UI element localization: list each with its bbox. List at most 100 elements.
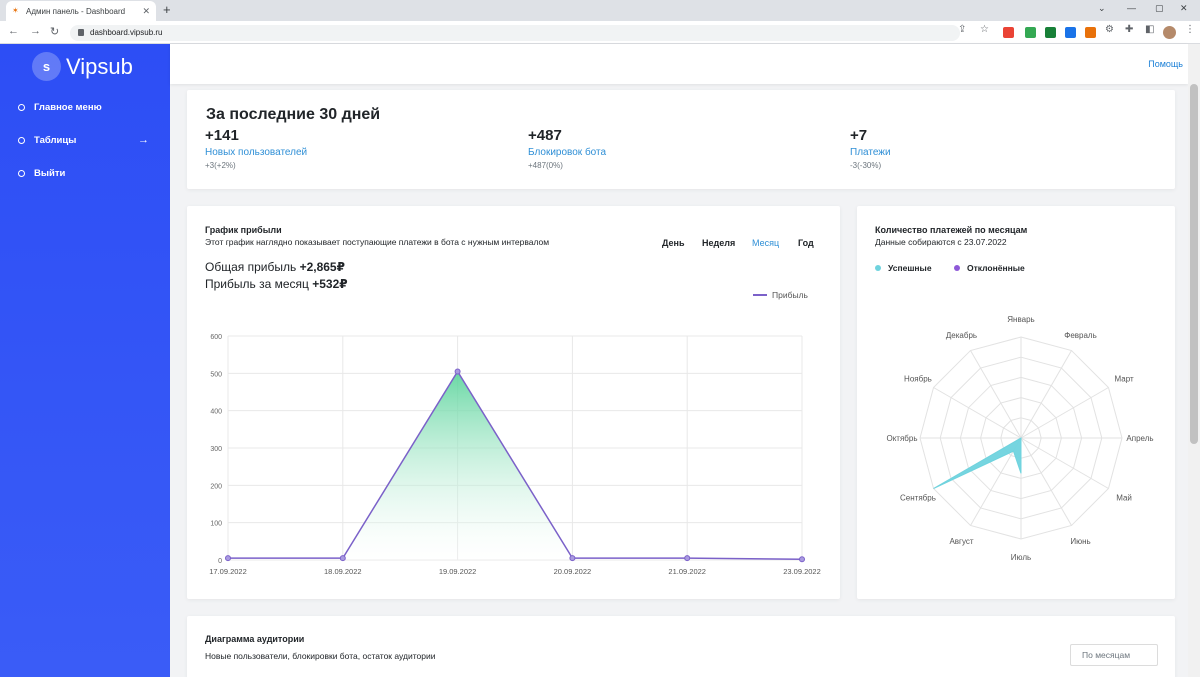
back-icon[interactable]: ← xyxy=(8,25,19,37)
logo[interactable]: s Vipsub xyxy=(32,52,133,81)
browser-tab-bar: ✶ Админ панель - Dashboard ✕ + ⌄ — ▢ ✕ xyxy=(0,0,1200,21)
total-profit-label: Общая прибыль xyxy=(205,260,297,274)
logo-mark: s xyxy=(32,52,61,81)
page-scrollbar[interactable] xyxy=(1188,44,1200,677)
y-tick-label: 600 xyxy=(210,334,222,341)
legend-declined[interactable]: Отклонённые xyxy=(954,263,1025,273)
y-tick-label: 300 xyxy=(210,446,222,453)
maximize-icon[interactable]: ▢ xyxy=(1155,3,1164,13)
extension-icon[interactable] xyxy=(1065,27,1076,38)
y-tick-label: 100 xyxy=(210,521,222,528)
sidebar-item-tables[interactable]: Таблицы → xyxy=(18,130,153,150)
stats-card: За последние 30 дней +141 Новых пользова… xyxy=(187,90,1175,189)
reload-icon[interactable]: ↻ xyxy=(50,26,60,38)
radar-spoke xyxy=(1020,437,1072,526)
radar-chart: Январь Февраль Март Апрель Май Июнь Июль Август… xyxy=(886,315,1153,562)
data-point[interactable] xyxy=(225,555,231,562)
radar-spoke xyxy=(1020,350,1072,439)
radar-category-label: Август xyxy=(949,537,973,546)
stat-label: Платежи xyxy=(850,147,891,158)
data-point[interactable] xyxy=(454,368,461,375)
x-tick-label: 20.09.2022 xyxy=(554,567,592,576)
radar-category-label: Январь xyxy=(1007,315,1034,324)
share-icon[interactable]: ⇪ xyxy=(958,24,967,35)
data-point[interactable] xyxy=(569,555,576,562)
stat-change: -3(-30%) xyxy=(850,161,882,170)
legend-dot xyxy=(954,265,960,271)
radar-category-label: Март xyxy=(1114,375,1133,384)
period-select[interactable]: По месяцам xyxy=(1070,644,1158,666)
scrollbar-thumb[interactable] xyxy=(1190,84,1198,444)
tab-day[interactable]: День xyxy=(662,238,685,248)
stat-new-users: +141 Новых пользователей +3(+2%) xyxy=(205,127,307,170)
browser-menu-icon[interactable]: ⋮ xyxy=(1185,24,1195,35)
side-panel-icon[interactable]: ◧ xyxy=(1145,24,1155,35)
settings-extension-icon[interactable]: ⚙ xyxy=(1105,24,1114,35)
legend-label: Отклонённые xyxy=(967,263,1025,273)
radar-category-label: Декабрь xyxy=(946,331,977,340)
radar-spoke xyxy=(933,387,1022,439)
profile-avatar[interactable] xyxy=(1163,26,1176,39)
browser-tab[interactable]: ✶ Админ панель - Dashboard ✕ xyxy=(6,1,156,21)
audience-subtitle: Новые пользователи, блокировки бота, ост… xyxy=(205,651,436,661)
close-tab-icon[interactable]: ✕ xyxy=(142,5,150,16)
help-link[interactable]: Помощь xyxy=(1148,59,1183,69)
top-bar: Помощь xyxy=(170,44,1188,84)
stat-change: +487(0%) xyxy=(528,161,563,170)
radar-category-label: Сентябрь xyxy=(900,494,936,503)
radar-category-label: Ноябрь xyxy=(904,375,932,384)
audience-card: Диаграмма аудитории Новые пользователи, … xyxy=(187,616,1175,677)
data-point[interactable] xyxy=(799,556,805,563)
x-tick-label: 23.09.2022 xyxy=(783,567,821,576)
bookmark-star-icon[interactable]: ☆ xyxy=(980,24,989,35)
month-profit-value: +532₽ xyxy=(312,277,348,291)
radar-spoke xyxy=(970,350,1022,439)
data-point[interactable] xyxy=(339,555,346,562)
forward-icon[interactable]: → xyxy=(30,25,41,37)
extension-icon[interactable] xyxy=(1025,27,1036,38)
extension-icon[interactable] xyxy=(1085,27,1096,38)
sidebar-item-main-menu[interactable]: Главное меню xyxy=(18,97,153,117)
minimize-icon[interactable]: — xyxy=(1127,3,1136,13)
legend-success[interactable]: Успешные xyxy=(875,263,932,273)
radar-category-label: Апрель xyxy=(1126,434,1153,443)
y-tick-label: 0 xyxy=(218,558,222,565)
legend-dot xyxy=(875,265,881,271)
y-tick-label: 400 xyxy=(210,409,222,416)
stat-value: +141 xyxy=(205,127,239,144)
extensions-puzzle-icon[interactable]: ✚ xyxy=(1125,24,1134,35)
circle-bullet-icon xyxy=(18,136,25,144)
tab-year[interactable]: Год xyxy=(798,238,814,248)
x-tick-label: 17.09.2022 xyxy=(209,567,247,576)
data-point[interactable] xyxy=(684,555,691,562)
stat-bot-blocks: +487 Блокировок бота +487(0%) xyxy=(528,127,606,170)
profit-chart: 0 100 200 300 400 500 600 17.09.2022 18.09.2022 1… xyxy=(209,334,821,576)
stat-label: Блокировок бота xyxy=(528,147,607,158)
close-window-icon[interactable]: ✕ xyxy=(1180,3,1188,13)
total-profit-value: +2,865₽ xyxy=(299,260,345,274)
radar-subtitle: Данные собираются с 23.07.2022 xyxy=(875,237,1007,247)
gmail-extension-icon[interactable] xyxy=(1003,27,1014,38)
new-tab-icon[interactable]: + xyxy=(163,2,171,17)
stat-value: +487 xyxy=(528,127,562,144)
sidebar-item-logout[interactable]: Выйти xyxy=(18,163,153,183)
payments-radar-card: Количество платежей по месяцам Данные со… xyxy=(857,206,1175,599)
extension-icon[interactable] xyxy=(1045,27,1056,38)
radar-category-label: Июль xyxy=(1011,553,1031,562)
chart-legend[interactable]: Прибыль xyxy=(753,290,808,300)
month-profit: Прибыль за месяц +532₽ xyxy=(205,277,348,291)
profit-chart-card: График прибыли Этот график наглядно пока… xyxy=(187,206,840,599)
stat-value: +7 xyxy=(850,127,868,144)
profit-subtitle: Этот график наглядно показывает поступаю… xyxy=(205,237,550,247)
tab-search-icon[interactable]: ⌄ xyxy=(1098,3,1106,13)
favicon-icon: ✶ xyxy=(12,6,19,15)
legend-line-swatch xyxy=(753,294,767,296)
arrow-right-icon: → xyxy=(138,134,149,146)
circle-bullet-icon xyxy=(18,169,25,177)
tab-week[interactable]: Неделя xyxy=(702,238,736,248)
logo-text: Vipsub xyxy=(66,53,133,79)
address-bar[interactable]: dashboard.vipsub.ru xyxy=(70,25,960,41)
tab-month[interactable]: Месяц xyxy=(752,238,780,248)
sidebar: s Vipsub Главное меню Таблицы → Выйти xyxy=(0,44,170,677)
legend-label: Прибыль xyxy=(772,290,808,300)
